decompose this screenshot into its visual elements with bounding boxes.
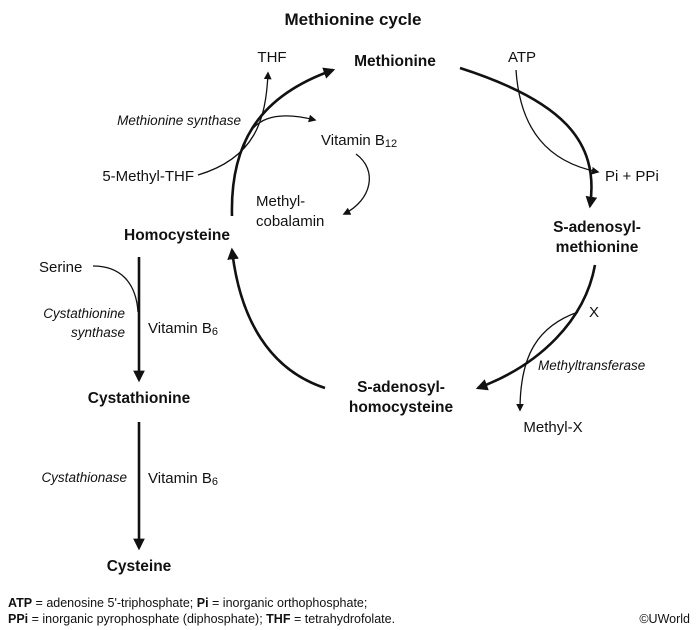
- abbr-ppi: PPi: [8, 612, 28, 626]
- arrow-sah-to-homocysteine: [232, 250, 325, 388]
- diagram-title: Methionine cycle: [285, 10, 422, 29]
- enzyme-methionine-synthase: Methionine synthase: [117, 113, 241, 128]
- enzyme-cystathionase: Cystathionase: [41, 470, 127, 485]
- node-sah-line1: S-adenosyl-: [357, 379, 445, 396]
- node-cysteine: Cysteine: [107, 558, 172, 575]
- node-sam-line1: S-adenosyl-: [553, 219, 641, 236]
- def-atp: = adenosine 5'-triphosphate;: [32, 596, 197, 610]
- label-methylcobalamin-line2: cobalamin: [256, 213, 324, 230]
- abbr-pi: Pi: [197, 596, 209, 610]
- label-methylcobalamin-line1: Methyl-: [256, 193, 305, 210]
- label-vitamin-b6-lower: Vitamin B6: [148, 470, 218, 488]
- arrow-methionine-to-sam: [460, 68, 591, 206]
- def-ppi: = inorganic pyrophosphate (diphosphate);: [28, 612, 266, 626]
- enzyme-cystathionine-synthase-line2: synthase: [71, 325, 125, 340]
- abbreviation-legend-line2: PPi = inorganic pyrophosphate (diphospha…: [8, 612, 395, 626]
- label-atp: ATP: [508, 49, 536, 66]
- label-methyl-thf: 5-Methyl-THF: [102, 168, 194, 185]
- def-pi: = inorganic orthophosphate;: [209, 596, 368, 610]
- node-cystathionine: Cystathionine: [88, 390, 191, 407]
- label-vitamin-b12: Vitamin B12: [321, 132, 397, 150]
- enzyme-cystathionine-synthase-line1: Cystathionine: [43, 306, 125, 321]
- def-thf: = tetrahydrofolate.: [290, 612, 395, 626]
- abbreviation-legend-line1: ATP = adenosine 5'-triphosphate; Pi = in…: [8, 596, 367, 610]
- node-sam-line2: methionine: [556, 239, 639, 256]
- abbr-thf: THF: [266, 612, 290, 626]
- node-methionine: Methionine: [354, 53, 436, 70]
- abbr-atp: ATP: [8, 596, 32, 610]
- enzyme-methyltransferase: Methyltransferase: [538, 358, 645, 373]
- node-homocysteine: Homocysteine: [124, 227, 230, 244]
- arrow-to-vitamin-b12: [244, 116, 315, 148]
- label-x: X: [589, 304, 599, 321]
- copyright-notice: ©UWorld: [639, 612, 690, 626]
- arrow-b12-to-methylcobalamin: [344, 154, 369, 214]
- label-thf: THF: [257, 49, 286, 66]
- label-serine: Serine: [39, 259, 82, 276]
- label-pi-ppi: Pi + PPi: [605, 168, 659, 185]
- label-vitamin-b6-upper: Vitamin B6: [148, 320, 218, 338]
- node-sah-line2: homocysteine: [349, 399, 454, 416]
- label-methyl-x: Methyl-X: [523, 419, 582, 436]
